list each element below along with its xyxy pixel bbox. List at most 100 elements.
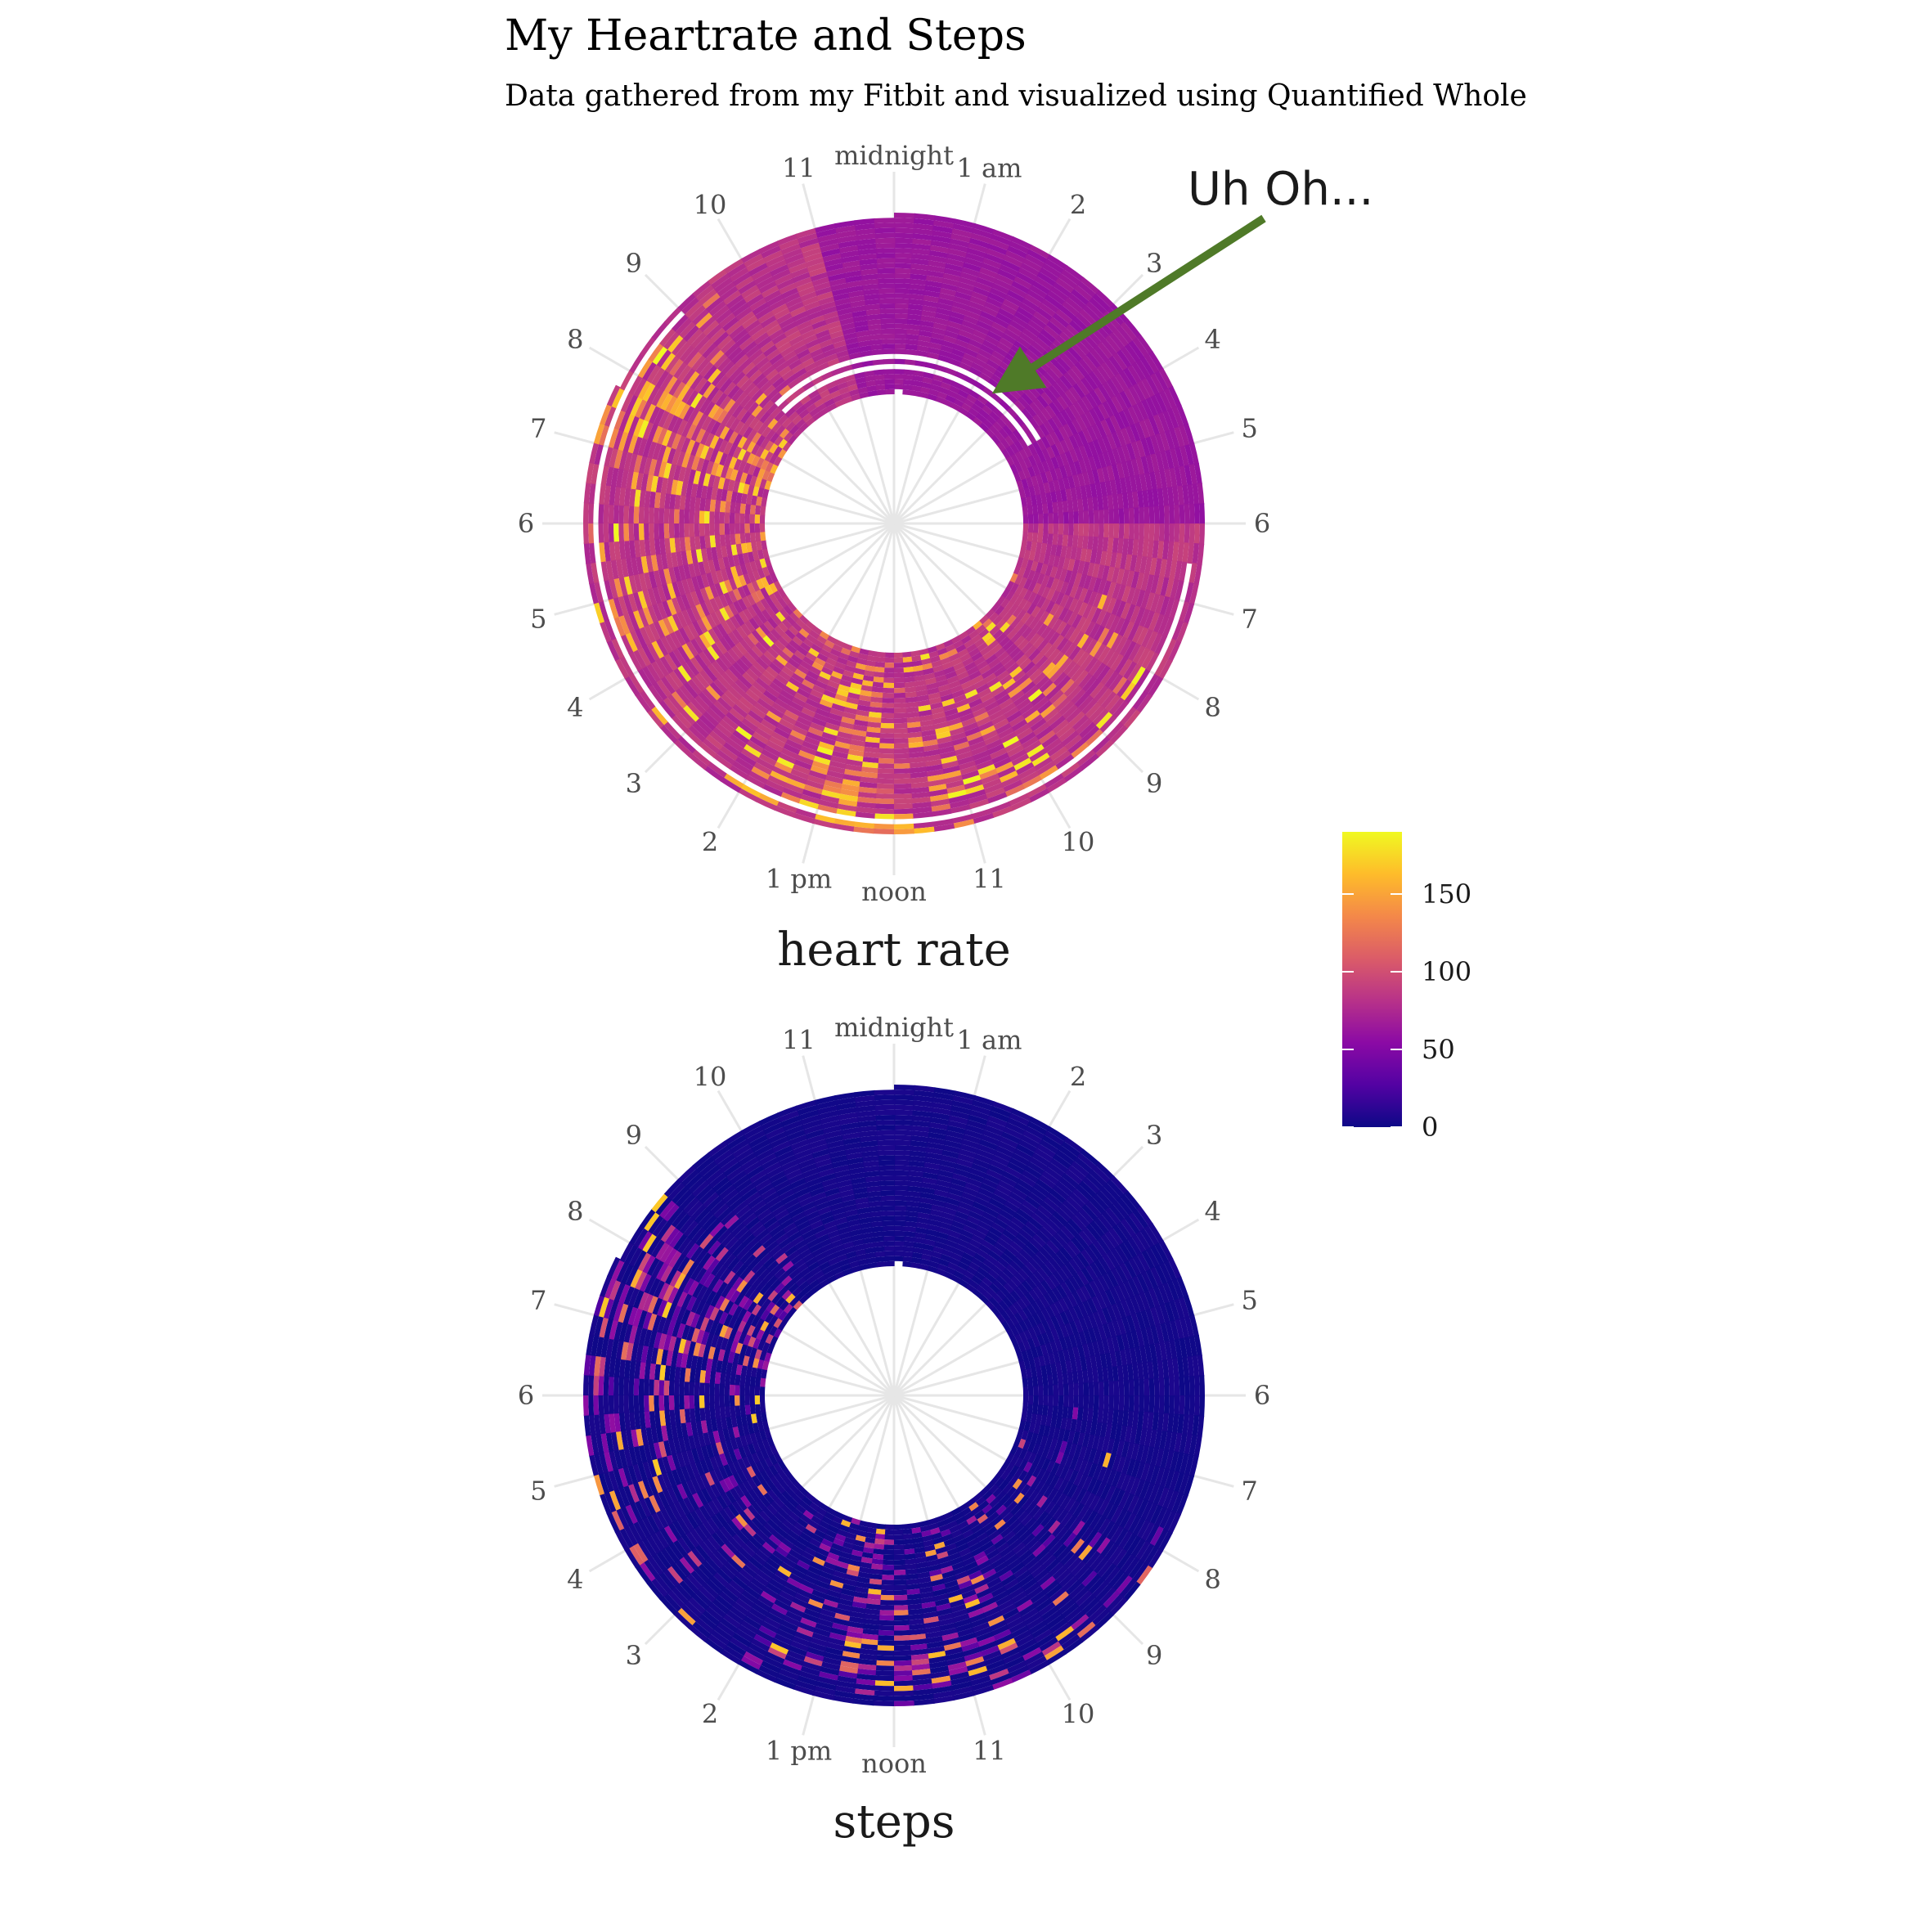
heatmap-cell [738, 460, 748, 473]
hour-label: 6 [1254, 508, 1270, 539]
heatmap-cell [785, 354, 800, 366]
heatmap-cell [842, 265, 862, 273]
heatmap-cell [784, 661, 798, 673]
heatmap-cell [703, 559, 711, 574]
heatmap-cell [698, 470, 707, 486]
heatmap-cell [728, 602, 739, 616]
heatmap-cell [764, 439, 775, 452]
heatmap-cell [1050, 544, 1058, 556]
heatmap-cell [745, 541, 753, 553]
heatmap-cell [919, 320, 935, 328]
heatmap-cell [1119, 553, 1127, 571]
heatmap-cell [1143, 523, 1150, 541]
heatmap-cell [883, 662, 894, 668]
heatmap-cell [1041, 586, 1051, 600]
heatmap-cell [1011, 315, 1029, 329]
heatmap-cell [1036, 474, 1044, 486]
heatmap-cell [663, 411, 675, 430]
heatmap-cell [892, 757, 910, 764]
heatmap-cell [1097, 452, 1108, 469]
heatmap-cell [633, 453, 643, 473]
heatmap-cell [636, 471, 645, 491]
heatmap-cell [1063, 557, 1071, 571]
heatmap-cell [681, 662, 696, 679]
heatmap-cell [747, 648, 760, 662]
heatmap-cell [1129, 605, 1141, 624]
heatmap-cell [995, 670, 1010, 682]
heatmap-cell [906, 731, 923, 739]
heatmap-cell [907, 313, 923, 321]
heatmap-cell [965, 252, 986, 263]
heatmap-cell [1188, 523, 1195, 545]
heatmap-cell [893, 682, 905, 689]
heatmap-cell [902, 667, 914, 673]
heatmap-cell [690, 637, 703, 654]
heatmap-cell [893, 1529, 904, 1535]
heatmap-cell [787, 658, 800, 669]
heatmap-cell [654, 506, 660, 523]
heatmap-cell [961, 775, 982, 785]
heatmap-cell [1027, 580, 1037, 593]
heatmap-cell [1063, 595, 1074, 611]
heatmap-cell [767, 417, 779, 429]
heatmap-cell [742, 361, 757, 375]
heatmap-cell [1096, 564, 1105, 580]
heatmap-cell [709, 326, 727, 344]
heatmap-cell [851, 393, 861, 402]
heatmap-cell [713, 330, 730, 347]
heatmap-cell [982, 696, 997, 708]
heatmap-cell [894, 1241, 905, 1247]
heatmap-cell [757, 549, 765, 560]
heatmap-cell [1072, 383, 1086, 399]
heatmap-cell [623, 451, 633, 471]
heatmap-cell [1043, 482, 1051, 494]
heatmap-cell [831, 335, 846, 344]
heatmap-cell [998, 698, 1013, 711]
heatmap-cell [1130, 571, 1140, 590]
heatmap-cell [1082, 355, 1098, 372]
heatmap-cell [694, 335, 711, 353]
heatmap-cell [725, 466, 734, 480]
heatmap-cell [932, 327, 947, 336]
heatmap-cell [734, 523, 740, 534]
heatmap-cell [1027, 1395, 1034, 1405]
heatmap-cell [1049, 566, 1058, 579]
heatmap-cell [756, 276, 775, 290]
heatmap-cell [644, 402, 657, 422]
heatmap-cell [996, 595, 1006, 606]
heatmap-cell [1106, 398, 1119, 416]
heatmap-cell [690, 373, 704, 390]
heatmap-cell [1159, 470, 1168, 490]
heatmap-cell [1043, 523, 1049, 535]
heatmap-cell [927, 352, 941, 360]
heatmap-cell [1031, 281, 1051, 295]
heatmap-cell [989, 748, 1008, 760]
heatmap-cell [735, 391, 748, 405]
heatmap-cell [1078, 1395, 1084, 1409]
heatmap-cell [1070, 546, 1077, 560]
heatmap-cell [1000, 702, 1017, 715]
heatmap-cell [1013, 574, 1023, 586]
heatmap-cell [924, 764, 943, 772]
heatmap-cell [1110, 654, 1124, 672]
heatmap-cell [938, 652, 950, 661]
heatmap-cell [894, 328, 908, 335]
heatmap-cell [637, 590, 648, 609]
heatmap-cell [978, 372, 992, 384]
heatmap-cell [849, 682, 862, 690]
heatmap-cell [1108, 509, 1115, 525]
heatmap-cell [704, 599, 715, 614]
heatmap-cell [710, 461, 720, 476]
heatmap-cell [694, 635, 708, 652]
heatmap-cell [892, 829, 914, 835]
heatmap-cell [1039, 610, 1050, 624]
heatmap-cell [1054, 592, 1065, 606]
heatmap-cell [858, 248, 878, 256]
heatmap-cell [991, 685, 1005, 698]
heatmap-cell [824, 258, 843, 267]
heatmap-cell [821, 344, 836, 353]
heatmap-cell [1045, 367, 1060, 383]
heatmap-cell [804, 779, 824, 790]
heatmap-cell [694, 1382, 700, 1395]
heatmap-cell [892, 788, 912, 794]
